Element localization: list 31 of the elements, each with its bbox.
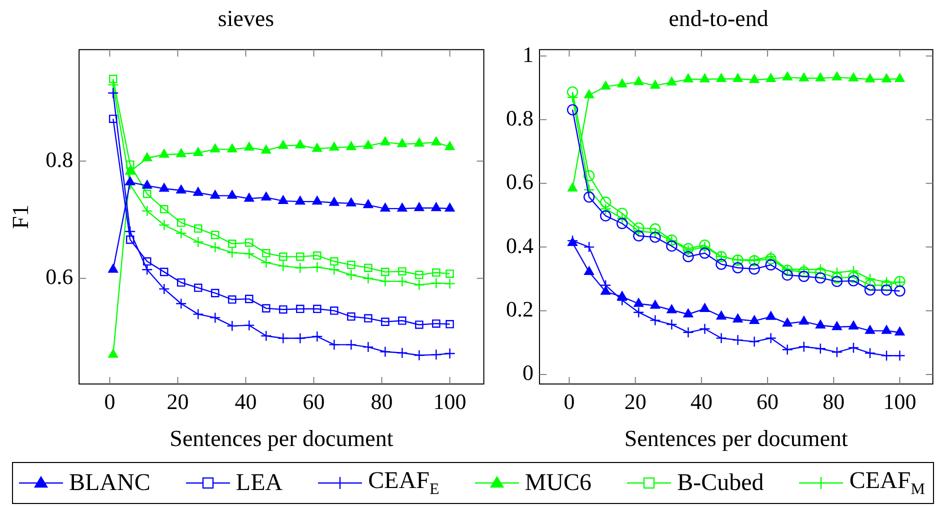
x-tick-label: 60	[302, 388, 325, 414]
x-axis-title: Sentences per document	[170, 426, 394, 452]
legend-label: CEAF$_{E}$	[368, 468, 440, 498]
y-axis-title: F1	[8, 204, 33, 229]
x-tick-label: 0	[564, 388, 575, 414]
y-tick-label: 0	[522, 360, 534, 386]
x-tick-label: 100	[883, 388, 916, 414]
legend-label: CEAF$_{M}$	[849, 468, 925, 498]
y-tick-label: 0.8	[46, 146, 74, 172]
y-tick-label: 0.8	[506, 105, 534, 130]
x-tick-label: 0	[104, 388, 116, 414]
y-tick-label: 0.6	[506, 169, 534, 194]
legend-label: LEA	[236, 470, 283, 496]
legend-label: MUC6	[524, 470, 592, 496]
x-tick-label: 20	[166, 388, 189, 414]
x-tick-label: 40	[234, 388, 257, 414]
chart-title: sieves	[218, 6, 274, 31]
x-tick-label: 20	[624, 388, 646, 414]
y-tick-label: 0.6	[46, 264, 74, 290]
chart-title: end-to-end	[668, 6, 769, 31]
x-axis-title: Sentences per document	[624, 426, 849, 452]
x-tick-label: 60	[756, 388, 779, 414]
y-tick-label: 1	[522, 42, 534, 67]
x-tick-label: 100	[433, 388, 466, 414]
legend-label: B-Cubed	[677, 470, 764, 496]
x-tick-label: 80	[370, 388, 393, 414]
y-tick-label: 0.4	[506, 232, 534, 258]
legend-label: BLANC	[69, 470, 150, 496]
x-tick-label: 80	[822, 388, 845, 414]
y-tick-label: 0.2	[506, 296, 534, 322]
x-tick-label: 40	[690, 388, 712, 414]
